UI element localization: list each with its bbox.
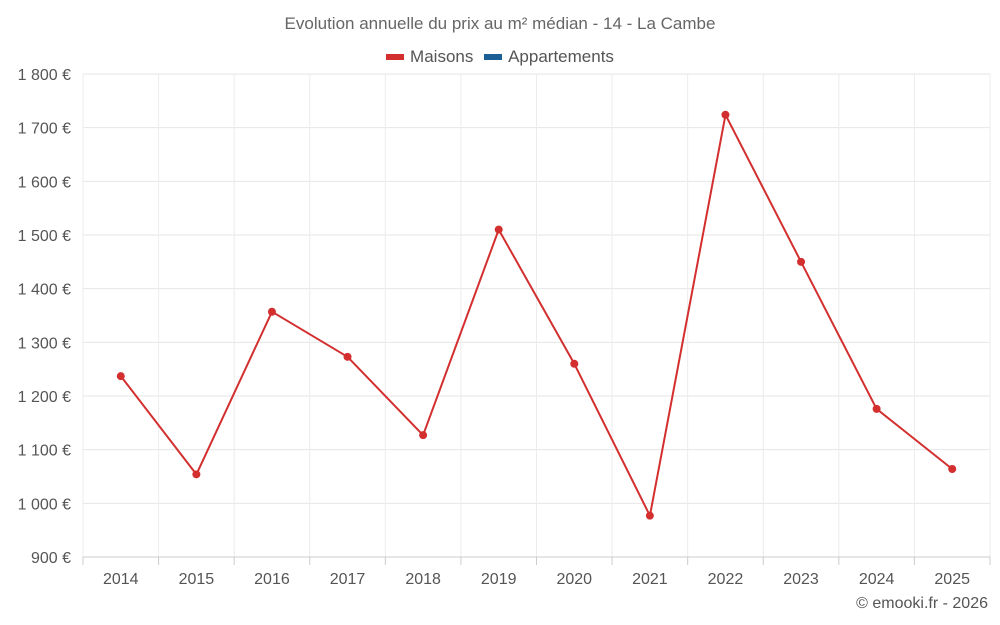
y-tick-label: 1 600 € [18,174,71,191]
data-point [645,511,654,520]
chart-legend: Maisons Appartements [0,45,1000,67]
x-tick-label: 2015 [179,571,215,588]
legend-item-maisons[interactable]: Maisons [386,47,473,67]
data-point [192,470,201,479]
chart-title: Evolution annuelle du prix au m² médian … [284,14,716,33]
data-point [267,307,276,316]
x-tick-label: 2021 [632,571,668,588]
data-point [570,359,579,368]
y-tick-label: 1 800 € [18,67,71,84]
data-point [116,372,125,381]
y-tick-label: 900 € [31,550,71,567]
data-point [343,352,352,361]
series-line-maisons [120,113,953,517]
legend-swatch-maisons [386,54,405,60]
legend-label-appartements: Appartements [508,47,614,66]
x-tick-label: 2018 [405,571,441,588]
data-point [721,110,730,119]
x-tick-label: 2022 [708,571,744,588]
y-tick-label: 1 700 € [18,121,71,138]
legend-swatch-appartements [484,54,503,60]
x-tick-label: 2019 [481,571,517,588]
legend-item-appartements[interactable]: Appartements [484,47,614,67]
data-point [419,431,428,440]
y-tick-label: 1 400 € [18,282,71,299]
legend-label-maisons: Maisons [410,47,474,66]
credit-text: © emooki.fr - 2026 [856,595,988,612]
data-point [872,404,881,413]
x-tick-label: 2023 [783,571,819,588]
x-tick-label: 2025 [934,571,970,588]
y-tick-label: 1 000 € [18,496,71,513]
y-tick-label: 1 200 € [18,389,71,406]
y-tick-label: 1 500 € [18,228,71,245]
x-tick-label: 2020 [556,571,592,588]
x-tick-label: 2014 [103,571,139,588]
data-point [494,225,503,234]
x-tick-label: 2024 [859,571,895,588]
data-point [797,257,806,266]
x-tick-label: 2017 [330,571,366,588]
y-tick-label: 1 300 € [18,335,71,352]
x-tick-label: 2016 [254,571,290,588]
data-point [948,464,957,473]
y-tick-label: 1 100 € [18,443,71,460]
